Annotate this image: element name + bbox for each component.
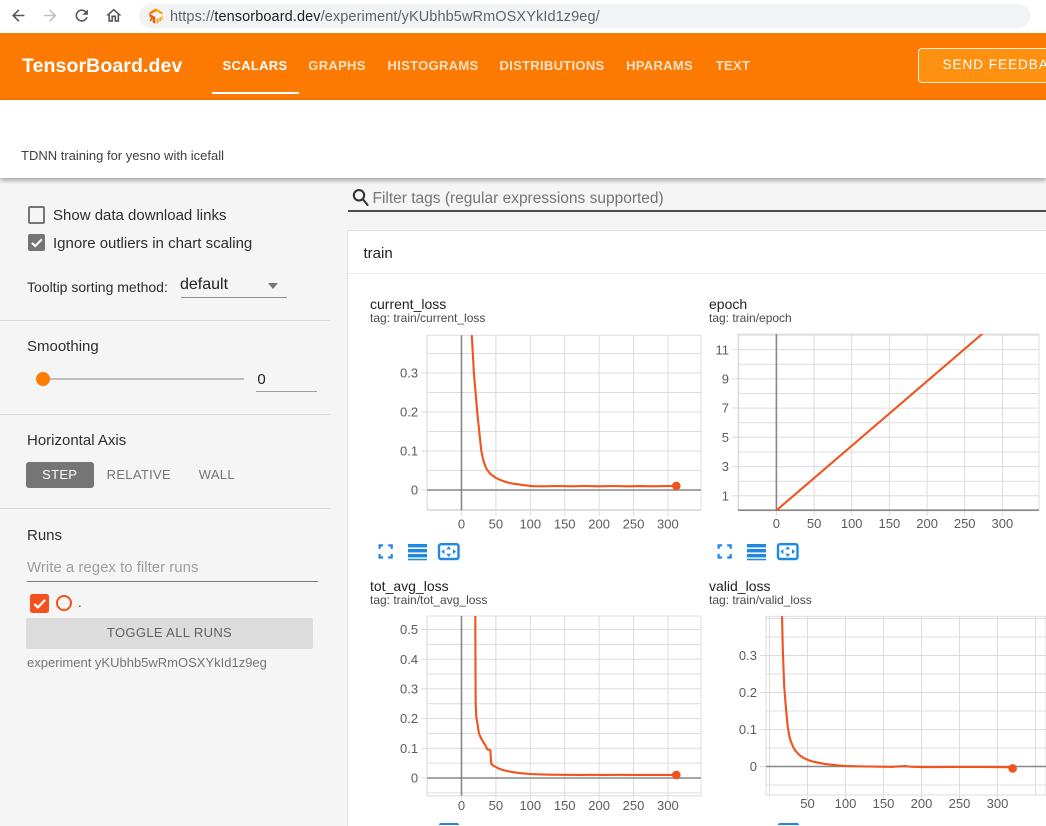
svg-text:0.3: 0.3	[400, 366, 418, 381]
svg-text:250: 250	[954, 516, 976, 531]
svg-text:50: 50	[489, 516, 503, 531]
svg-text:0.2: 0.2	[400, 405, 418, 420]
svg-text:300: 300	[992, 516, 1014, 531]
svg-text:11: 11	[716, 342, 730, 357]
svg-text:150: 150	[879, 516, 901, 531]
svg-text:150: 150	[554, 516, 576, 531]
svg-text:200: 200	[911, 796, 933, 811]
svg-text:0.4: 0.4	[400, 652, 418, 667]
svg-text:250: 250	[949, 796, 971, 811]
svg-text:150: 150	[873, 796, 895, 811]
svg-text:200: 200	[916, 516, 938, 531]
svg-text:0: 0	[411, 483, 418, 498]
svg-text:0.1: 0.1	[400, 444, 418, 459]
svg-text:0.2: 0.2	[739, 685, 757, 700]
svg-text:150: 150	[554, 798, 576, 813]
svg-text:300: 300	[657, 516, 679, 531]
svg-text:300: 300	[987, 796, 1009, 811]
svg-text:7: 7	[722, 401, 729, 416]
svg-text:0: 0	[458, 798, 465, 813]
svg-text:0: 0	[750, 759, 757, 774]
svg-text:100: 100	[519, 798, 541, 813]
svg-text:0.1: 0.1	[400, 741, 418, 756]
svg-text:200: 200	[588, 516, 610, 531]
svg-text:0.2: 0.2	[400, 711, 418, 726]
svg-text:50: 50	[800, 796, 814, 811]
svg-text:0.1: 0.1	[739, 722, 757, 737]
svg-text:0.3: 0.3	[400, 682, 418, 697]
svg-text:250: 250	[623, 798, 645, 813]
svg-text:50: 50	[489, 798, 503, 813]
svg-text:100: 100	[841, 516, 863, 531]
svg-text:100: 100	[519, 516, 541, 531]
svg-text:3: 3	[722, 459, 729, 474]
svg-text:9: 9	[722, 372, 729, 387]
svg-text:100: 100	[835, 796, 857, 811]
svg-text:300: 300	[657, 798, 679, 813]
svg-text:0: 0	[411, 771, 418, 786]
svg-text:200: 200	[588, 798, 610, 813]
svg-text:0: 0	[773, 516, 780, 531]
svg-text:0: 0	[458, 516, 465, 531]
svg-text:5: 5	[722, 430, 729, 445]
svg-text:0.3: 0.3	[739, 648, 757, 663]
svg-text:0.5: 0.5	[400, 622, 418, 637]
svg-text:50: 50	[807, 516, 821, 531]
svg-text:250: 250	[623, 516, 645, 531]
svg-text:1: 1	[722, 488, 729, 503]
